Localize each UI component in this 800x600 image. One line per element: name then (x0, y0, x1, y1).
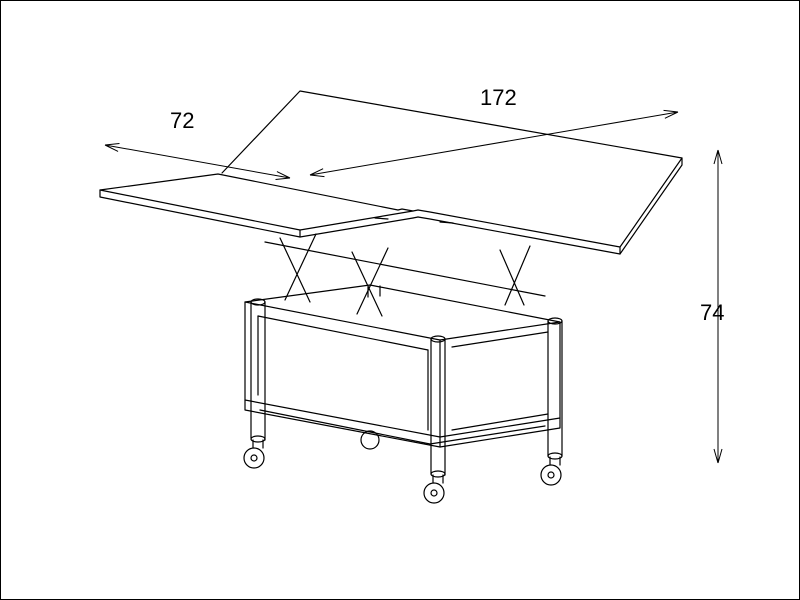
dimension-length-label: 172 (480, 85, 517, 111)
dimension-height-label: 74 (700, 300, 724, 326)
table-drawing (0, 0, 800, 600)
dimension-depth-label: 72 (170, 108, 194, 134)
